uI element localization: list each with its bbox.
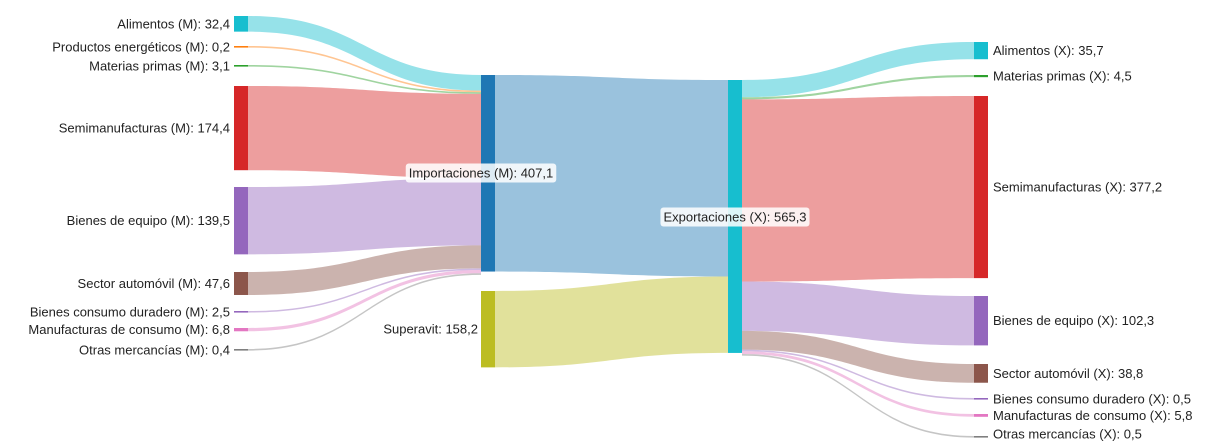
label-exportaciones: Exportaciones (X): 565,3 <box>660 207 810 227</box>
link-bienes-de-equipo-m <box>248 178 481 255</box>
sankey-labels: Alimentos (M): 32,4 Productos energéticos… <box>28 16 1192 441</box>
label-bienes-consumo-duradero-x: Bienes consumo duradero (X): 0,5 <box>993 391 1191 406</box>
svg-text:Alimentos (M): 32,4: Alimentos (M): 32,4 <box>117 16 230 31</box>
svg-text:Sector automóvil (M): 47,6: Sector automóvil (M): 47,6 <box>78 276 230 291</box>
svg-text:Manufacturas de consumo (M): 6: Manufacturas de consumo (M): 6,8 <box>28 322 230 337</box>
label-materias-primas-m: Materias primas (M): 3,1 <box>89 58 230 73</box>
link-bienes-consumo-duradero-m <box>248 268 481 313</box>
link-productos-energeticos-m <box>248 46 481 93</box>
svg-text:Semimanufacturas (X): 377,2: Semimanufacturas (X): 377,2 <box>993 180 1162 195</box>
node-otras-mercancias-x <box>974 436 988 438</box>
node-bienes-consumo-duradero-m <box>234 311 248 313</box>
svg-text:Sector automóvil (X): 38,8: Sector automóvil (X): 38,8 <box>993 366 1143 381</box>
svg-text:Bienes consumo duradero (M): 2: Bienes consumo duradero (M): 2,5 <box>30 304 230 319</box>
node-semimanufacturas-x <box>974 96 988 279</box>
node-sector-automovil-m <box>234 272 248 295</box>
node-alimentos-m <box>234 16 248 32</box>
svg-text:Exportaciones (X): 565,3: Exportaciones (X): 565,3 <box>663 210 806 225</box>
svg-text:Bienes de equipo (X): 102,3: Bienes de equipo (X): 102,3 <box>993 313 1154 328</box>
link-exportaciones-manufacturas-de-consumo-x <box>742 351 974 417</box>
label-sector-automovil-m: Sector automóvil (M): 47,6 <box>78 276 230 291</box>
label-alimentos-x: Alimentos (X): 35,7 <box>993 43 1104 58</box>
node-bienes-de-equipo-x <box>974 296 988 346</box>
link-exportaciones-semimanufacturas-x <box>742 96 974 282</box>
link-exportaciones-bienes-consumo-duradero-x <box>742 349 974 400</box>
svg-text:Bienes consumo duradero (X): 0: Bienes consumo duradero (X): 0,5 <box>993 391 1191 406</box>
node-superavit <box>481 291 495 368</box>
svg-text:Alimentos (X): 35,7: Alimentos (X): 35,7 <box>993 43 1104 58</box>
link-materias-primas-m <box>248 65 481 94</box>
sankey-links <box>248 16 974 438</box>
node-materias-primas-m <box>234 65 248 67</box>
node-semimanufacturas-m <box>234 86 248 171</box>
node-bienes-consumo-duradero-x <box>974 398 988 400</box>
label-materias-primas-x: Materias primas (X): 4,5 <box>993 69 1132 84</box>
link-alimentos-m <box>248 16 481 91</box>
link-exportaciones-bienes-de-equipo-x <box>742 281 974 346</box>
link-sector-automovil-m <box>248 245 481 295</box>
label-superavit: Superavit: 158,2 <box>383 322 478 337</box>
label-semimanufacturas-x: Semimanufacturas (X): 377,2 <box>993 180 1162 195</box>
node-otras-mercancias-m <box>234 349 248 351</box>
link-exportaciones-materias-primas-x <box>742 75 974 100</box>
label-semimanufacturas-m: Semimanufacturas (M): 174,4 <box>59 121 230 136</box>
label-productos-energeticos-m: Productos energéticos (M): 0,2 <box>52 39 230 54</box>
svg-text:Importaciones (M): 407,1: Importaciones (M): 407,1 <box>409 166 554 181</box>
label-bienes-de-equipo-m: Bienes de equipo (M): 139,5 <box>67 213 230 228</box>
label-sector-automovil-x: Sector automóvil (X): 38,8 <box>993 366 1143 381</box>
svg-text:Otras mercancías (M): 0,4: Otras mercancías (M): 0,4 <box>79 342 230 357</box>
label-manufacturas-de-consumo-m: Manufacturas de consumo (M): 6,8 <box>28 322 230 337</box>
node-manufacturas-de-consumo-x <box>974 414 988 417</box>
svg-text:Semimanufacturas (M): 174,4: Semimanufacturas (M): 174,4 <box>59 121 230 136</box>
node-manufacturas-de-consumo-m <box>234 328 248 332</box>
label-manufacturas-de-consumo-x: Manufacturas de consumo (X): 5,8 <box>993 408 1192 423</box>
label-alimentos-m: Alimentos (M): 32,4 <box>117 16 230 31</box>
link-semimanufacturas-m <box>248 86 481 179</box>
svg-text:Manufacturas de consumo (X): 5: Manufacturas de consumo (X): 5,8 <box>993 408 1192 423</box>
label-bienes-consumo-duradero-m: Bienes consumo duradero (M): 2,5 <box>30 304 230 319</box>
link-exportaciones-otras-mercancias-x <box>742 354 974 438</box>
svg-text:Bienes de equipo (M): 139,5: Bienes de equipo (M): 139,5 <box>67 213 230 228</box>
link-exportaciones-alimentos-x <box>742 42 974 98</box>
link-exportaciones-sector-automovil-x <box>742 330 974 383</box>
label-importaciones: Importaciones (M): 407,1 <box>405 163 557 183</box>
label-bienes-de-equipo-x: Bienes de equipo (X): 102,3 <box>993 313 1154 328</box>
link-manufacturas-de-consumo-m <box>248 269 481 332</box>
label-otras-mercancias-m: Otras mercancías (M): 0,4 <box>79 342 230 357</box>
svg-text:Superavit: 158,2: Superavit: 158,2 <box>383 322 478 337</box>
link-superavit-exportaciones <box>495 276 728 368</box>
svg-text:Otras mercancías (X): 0,5: Otras mercancías (X): 0,5 <box>993 427 1142 442</box>
label-otras-mercancias-x: Otras mercancías (X): 0,5 <box>993 427 1142 442</box>
node-sector-automovil-x <box>974 364 988 383</box>
node-alimentos-x <box>974 42 988 60</box>
svg-text:Productos energéticos (M): 0,2: Productos energéticos (M): 0,2 <box>52 39 230 54</box>
svg-text:Materias primas (X): 4,5: Materias primas (X): 4,5 <box>993 69 1132 84</box>
link-otras-mercancias-m <box>248 273 481 351</box>
svg-text:Materias primas (M): 3,1: Materias primas (M): 3,1 <box>89 58 230 73</box>
node-materias-primas-x <box>974 75 988 78</box>
node-bienes-de-equipo-m <box>234 187 248 255</box>
node-productos-energeticos-m <box>234 46 248 48</box>
